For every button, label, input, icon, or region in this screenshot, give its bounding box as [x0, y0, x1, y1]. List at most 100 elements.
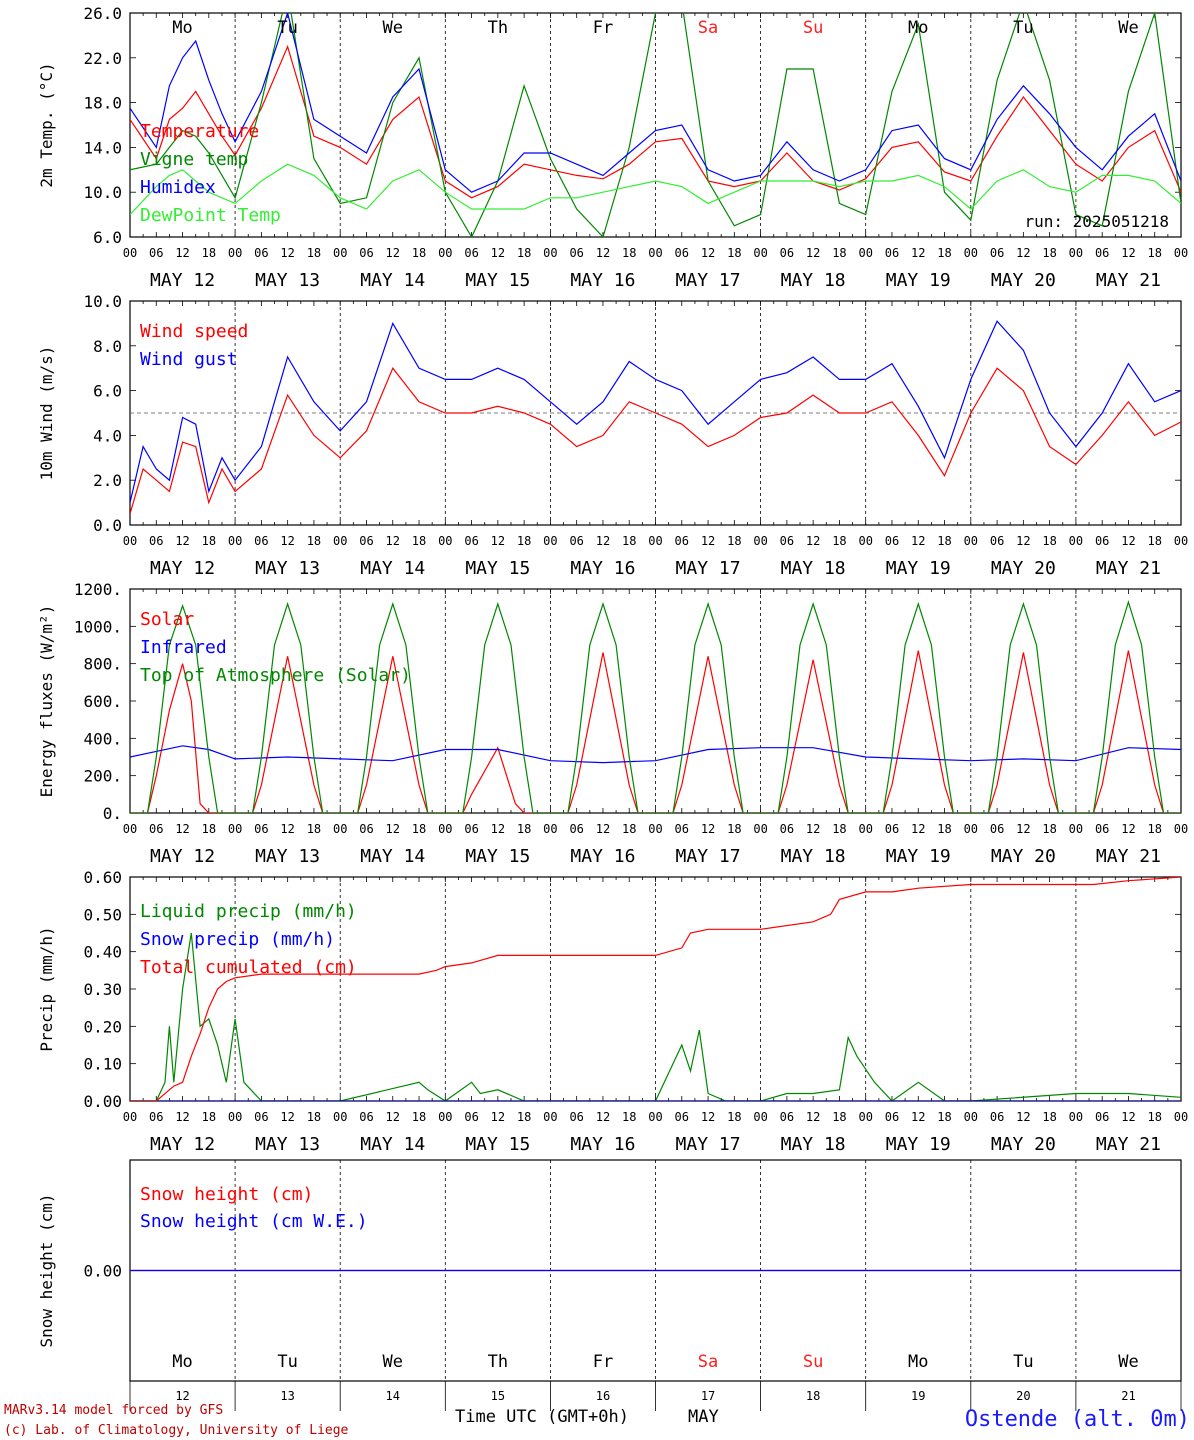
hour-tick-label: 06	[990, 534, 1004, 548]
hour-tick-label: 06	[569, 1110, 583, 1124]
legend-entry: Snow height (cm)	[140, 1184, 313, 1205]
hour-tick-label: 12	[701, 1110, 715, 1124]
hour-tick-label: 12	[701, 822, 715, 836]
hour-tick-label: 12	[911, 822, 925, 836]
date-label: MAY 12	[150, 846, 215, 867]
hour-tick-label: 00	[438, 822, 452, 836]
hour-tick-label: 06	[254, 1110, 268, 1124]
legend-entry: Vigne temp	[140, 149, 248, 170]
y-tick-label: 18.0	[83, 94, 122, 113]
date-label: MAY 12	[150, 558, 215, 579]
hour-tick-label: 12	[1121, 822, 1135, 836]
y-tick-label: 0.0	[93, 516, 122, 535]
date-label: MAY 12	[150, 1134, 215, 1155]
day-abbrev: Mo	[172, 1352, 192, 1372]
hour-tick-label: 06	[990, 246, 1004, 260]
hour-tick-label: 00	[228, 246, 242, 260]
hour-tick-label: 18	[307, 246, 321, 260]
date-label: MAY 15	[465, 558, 530, 579]
panels-group: 26.0 22.0 18.0 14.0 10.0 6.0 2m Temp. (°C) Temp…	[37, 4, 1188, 1411]
hour-tick-label: 00	[1174, 822, 1188, 836]
legend-entry: Wind speed	[140, 321, 248, 342]
hour-tick-label: 06	[885, 822, 899, 836]
y-tick-label: 8.0	[93, 337, 122, 356]
hour-tick-label: 00	[1069, 1110, 1083, 1124]
hour-tick-label: 12	[806, 246, 820, 260]
hour-tick-label: 06	[885, 246, 899, 260]
date-label: MAY 19	[886, 846, 951, 867]
y-tick-label: 400.	[83, 729, 122, 748]
hour-tick-label: 00	[858, 822, 872, 836]
hour-tick-label: 00	[228, 534, 242, 548]
hour-tick-label: 18	[727, 246, 741, 260]
hour-tick-label: 00	[1069, 534, 1083, 548]
y-tick-label: 0.40	[83, 943, 122, 962]
hour-tick-label: 06	[780, 534, 794, 548]
hour-tick-label: 00	[648, 246, 662, 260]
day-abbrev: Su	[803, 18, 823, 38]
hour-tick-label: 18	[1042, 534, 1056, 548]
hour-tick-label: 12	[596, 534, 610, 548]
panel-wind: 10.0 8.0 6.0 4.0 2.0 0.0 10m Wind (m/s) Wind sp…	[37, 292, 1188, 579]
hour-tick-label: 12	[806, 534, 820, 548]
hour-tick-label: 18	[307, 534, 321, 548]
day-number-label: 20	[1016, 1389, 1030, 1403]
legend-entry: Snow precip (mm/h)	[140, 929, 335, 950]
hour-tick-label: 12	[911, 246, 925, 260]
date-label: MAY 18	[781, 1134, 846, 1155]
day-abbrev: Tu	[1013, 18, 1033, 38]
hour-tick-label: 00	[123, 1110, 137, 1124]
hour-tick-label: 06	[675, 246, 689, 260]
date-label: MAY 21	[1096, 1134, 1161, 1155]
x-axis-month: MAY	[688, 1407, 719, 1427]
hour-tick-label: 06	[254, 822, 268, 836]
hour-tick-label: 12	[386, 1110, 400, 1124]
hour-tick-label: 06	[569, 822, 583, 836]
hour-tick-label: 00	[858, 1110, 872, 1124]
y-tick-label: 26.0	[83, 4, 122, 23]
legend-entry: Solar	[140, 609, 194, 630]
series-line-infrared	[130, 745, 1181, 764]
date-label: MAY 19	[886, 270, 951, 291]
hour-tick-label: 00	[543, 1110, 557, 1124]
panel-precip: 0.60 0.50 0.40 0.30 0.20 0.10 0.00 Precip (mm/h…	[37, 868, 1188, 1155]
y-tick-label: 22.0	[83, 49, 122, 68]
hour-tick-label: 00	[228, 1110, 242, 1124]
hour-tick-label: 06	[359, 246, 373, 260]
series-group	[130, 600, 1181, 813]
hour-tick-label: 12	[911, 1110, 925, 1124]
hour-tick-label: 12	[701, 246, 715, 260]
date-label: MAY 12	[150, 270, 215, 291]
panel-frame	[129, 588, 1182, 814]
hour-tick-label: 00	[123, 822, 137, 836]
date-label: MAY 20	[991, 1134, 1056, 1155]
series-line-wind-gust	[130, 320, 1181, 503]
series-group	[130, 877, 1181, 1101]
hour-tick-label: 18	[517, 534, 531, 548]
hour-tick-label: 12	[1016, 1110, 1030, 1124]
legend-entry: Temperature	[140, 121, 259, 142]
date-label: MAY 18	[781, 846, 846, 867]
hour-tick-label: 18	[202, 822, 216, 836]
hour-tick-label: 12	[386, 246, 400, 260]
date-label: MAY 13	[255, 1134, 320, 1155]
date-label: MAY 16	[570, 270, 635, 291]
hour-tick-label: 12	[806, 822, 820, 836]
series-group	[130, 320, 1181, 514]
hour-tick-label: 06	[885, 534, 899, 548]
hour-tick-label: 06	[464, 1110, 478, 1124]
hour-tick-label: 12	[1016, 822, 1030, 836]
hour-tick-label: 18	[727, 534, 741, 548]
hour-tick-label: 18	[937, 246, 951, 260]
date-label: MAY 20	[991, 558, 1056, 579]
day-abbrev: We	[1118, 1352, 1138, 1372]
hour-tick-label: 06	[780, 822, 794, 836]
hour-tick-label: 18	[1042, 1110, 1056, 1124]
hour-tick-label: 06	[675, 1110, 689, 1124]
panel-temperature: 26.0 22.0 18.0 14.0 10.0 6.0 2m Temp. (°C) Temp…	[37, 4, 1188, 291]
day-abbrev: We	[1118, 18, 1138, 38]
hour-tick-label: 00	[964, 1110, 978, 1124]
hour-tick-label: 18	[202, 246, 216, 260]
y-axis-title: Precip (mm/h)	[37, 926, 56, 1051]
y-tick-label: 600.	[83, 692, 122, 711]
